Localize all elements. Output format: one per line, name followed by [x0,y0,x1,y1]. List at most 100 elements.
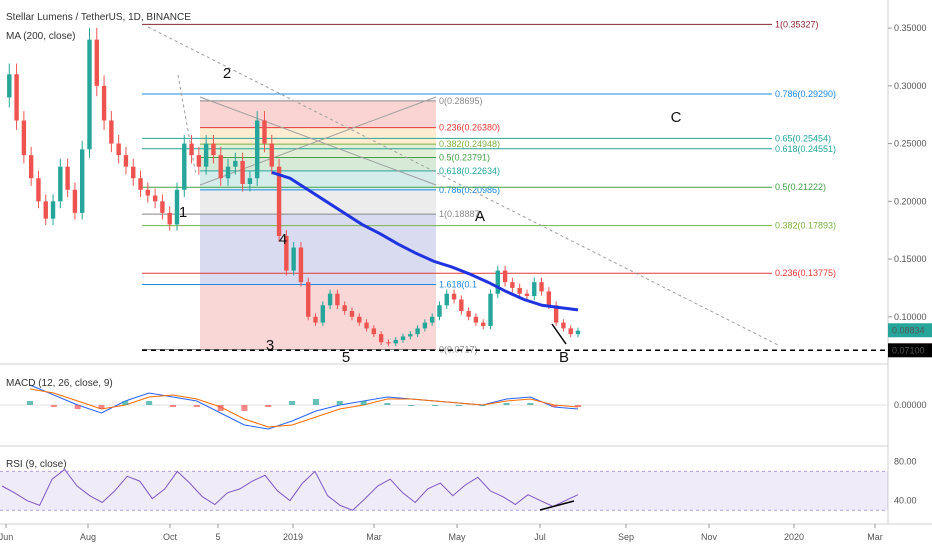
time-tick-label: Sep [618,532,634,542]
fib-ext-label: 0.65(0.25454) [775,133,831,143]
price-tag-label: 0.07100 [892,345,925,355]
wave-label: A [475,208,485,225]
wave-label: 2 [223,65,231,82]
candle-body [378,334,384,343]
macd-histogram-bar [503,403,510,405]
wave-label: 3 [266,337,274,354]
macd-histogram-bar [27,401,33,405]
candle-body [167,212,172,225]
rsi-band [0,471,888,511]
candle-body [87,39,92,150]
rsi-line [1,468,579,511]
fib-zone [200,284,436,350]
price-tag [888,343,932,358]
price-tick-label: 0.30000 [894,81,927,91]
candle-body [145,189,151,196]
candle-body [327,293,333,306]
price-tag [888,323,932,338]
candle-body [254,120,260,179]
candle-body [262,120,267,144]
candle-body [298,247,304,283]
candle-body [72,189,78,213]
candle-body [276,166,282,236]
macd-histogram-bar [146,401,153,405]
candle-body [116,143,121,156]
macd-histogram-bar [527,403,534,405]
time-tick-label: Aug [80,532,96,542]
price-tick-label: 0.25000 [894,139,927,149]
candle-body [553,305,559,323]
candle-body [50,201,56,219]
candle-body [320,305,326,323]
candle-body [429,316,435,323]
wave-label: B [559,349,569,366]
candle-body [408,334,413,337]
fib-label: 0.236(0.26380) [439,123,500,133]
macd-histogram-bar [384,403,391,405]
macd-histogram-bar [432,405,439,406]
price-tag-label: 0.08834 [892,325,925,335]
fib-label: 1.618(0.1 [439,279,477,289]
price-tick-label: 0.35000 [894,23,927,33]
macd-histogram-bar [336,401,343,405]
candle-body [495,270,500,294]
macd-histogram-bar [551,405,558,407]
macd-histogram-bar [193,405,200,407]
time-tick-label: Mar [366,532,382,542]
candle-body [444,293,449,306]
time-tick-label: Nov [701,532,718,542]
macd-histogram-bar [241,405,248,411]
fib-ext-label: 0.618(0.24551) [775,144,836,154]
candle-body [152,195,158,202]
candle-body [364,322,369,329]
candle-body [546,291,552,306]
candle-body [371,328,377,335]
time-tick-label: 5 [215,532,220,542]
fib-label: 0.5(0.23791) [439,153,490,163]
candle-body [138,178,143,190]
candle-body [451,293,457,300]
candle-body [532,282,537,297]
candle-body [313,316,318,323]
time-tick-label: May [448,532,466,542]
macd-histogram-bar [312,399,319,405]
fib-zone [200,214,436,285]
candle-body [247,178,253,184]
fib-label: 0(0.28695) [439,96,483,106]
candle-body [575,330,581,335]
candle-body [131,166,136,179]
candle-body [58,166,63,202]
macd-histogram-bar [169,405,176,407]
price-tick-label: 0.20000 [894,196,927,206]
time-tick-label: Jul [534,532,546,542]
candle-body [14,74,19,121]
ma-200-line [271,171,579,312]
candle-body [502,270,508,283]
rsi-tick-label: 80.00 [894,457,917,467]
macd-histogram-bar [217,405,224,411]
price-tick-label: 0.10000 [894,312,927,322]
fib-ext-label: 0.5(0.21222) [775,182,826,192]
candle-body [517,287,522,294]
fib-label: 0(0.0717) [439,344,478,354]
macd-histogram-bar [575,405,581,407]
macd-histogram-bar [408,405,415,406]
fib-zone [200,127,436,145]
candle-body [211,143,216,156]
candle-body [203,143,209,167]
candle-body [182,143,187,190]
fib-label: 1(0.18887) [439,209,483,219]
candle-body [481,322,486,327]
wave-label: C [671,109,682,126]
candle-body [459,299,464,312]
fib-label: 0.382(0.24948) [439,139,500,149]
ma-indicator-label: MA (200, close) [6,31,75,42]
candle-body [393,339,398,344]
candle-body [36,178,41,202]
macd-tick-label: 0.00000 [894,400,927,410]
wave-label: 5 [342,349,350,366]
rsi-divergence-line [539,500,575,511]
candle-body [437,305,442,317]
candle-body [561,322,566,329]
